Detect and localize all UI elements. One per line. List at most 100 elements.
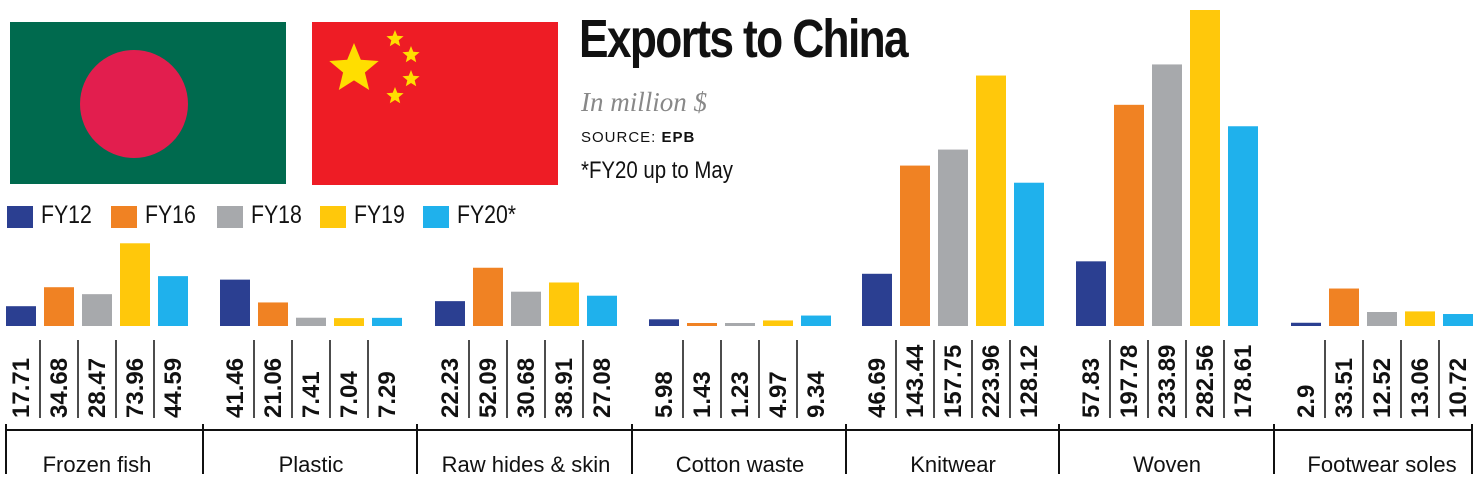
data-label: 10.72 <box>1445 358 1472 418</box>
bar <box>296 317 326 326</box>
footnote: *FY20 up to May <box>581 157 733 184</box>
data-label: 73.96 <box>122 358 149 418</box>
bar <box>1014 182 1044 326</box>
bar <box>258 302 288 326</box>
data-label: 7.29 <box>374 371 401 418</box>
data-label: 143.44 <box>902 344 929 418</box>
small-star <box>402 46 420 63</box>
bar <box>334 318 364 326</box>
category-label: Frozen fish <box>43 452 152 477</box>
data-label: 21.06 <box>260 358 287 418</box>
data-label: 157.75 <box>940 345 967 418</box>
bar <box>435 301 465 326</box>
bar <box>587 295 617 326</box>
data-label: 5.98 <box>651 371 678 418</box>
bar <box>473 267 503 326</box>
legend-label: FY20* <box>457 201 517 229</box>
bar <box>120 243 150 326</box>
data-label: 7.41 <box>298 371 325 418</box>
data-label: 17.71 <box>8 358 35 418</box>
legend-swatch <box>423 206 449 228</box>
legend-swatch <box>217 206 243 228</box>
bar <box>220 279 250 326</box>
category-label: Woven <box>1133 452 1201 477</box>
bar <box>44 287 74 326</box>
bar <box>801 315 831 326</box>
bar <box>1405 311 1435 326</box>
data-label: 7.04 <box>336 371 363 418</box>
data-label: 38.91 <box>551 358 578 418</box>
china-flag-stars <box>329 30 420 104</box>
data-label: 30.68 <box>513 358 540 418</box>
source-note: SOURCE: EPB <box>581 129 695 146</box>
bar <box>900 165 930 326</box>
data-label: 2.9 <box>1293 385 1320 418</box>
bar <box>1114 104 1144 327</box>
bar <box>1076 261 1106 326</box>
data-label: 1.23 <box>727 371 754 418</box>
bar <box>1443 314 1473 326</box>
data-label: 28.47 <box>84 358 111 418</box>
data-label: 9.34 <box>803 371 830 418</box>
data-label: 41.46 <box>222 358 249 418</box>
chart-subtitle: In million $ <box>581 87 707 117</box>
data-label: 34.68 <box>46 358 73 418</box>
bar <box>82 294 112 326</box>
data-label: 197.78 <box>1116 345 1143 418</box>
bar <box>1228 126 1258 326</box>
bar <box>938 149 968 326</box>
data-label: 178.61 <box>1230 345 1257 418</box>
legend-swatch <box>7 206 33 228</box>
data-label: 22.23 <box>437 358 464 418</box>
legend-label: FY19 <box>354 201 405 229</box>
small-star <box>386 30 404 47</box>
flag-red-disc <box>80 50 188 158</box>
bar <box>158 276 188 326</box>
category-label: Cotton waste <box>676 452 804 477</box>
data-label: 33.51 <box>1331 358 1358 418</box>
data-label: 4.97 <box>765 371 792 418</box>
data-label: 282.56 <box>1192 345 1219 418</box>
bar <box>763 320 793 326</box>
chart-title: Exports to China <box>579 9 909 69</box>
bar <box>725 323 755 326</box>
legend-label: FY12 <box>41 201 92 229</box>
data-label: 46.69 <box>864 358 891 418</box>
data-label: 44.59 <box>160 358 187 418</box>
bar <box>649 319 679 326</box>
bar <box>1152 64 1182 326</box>
bar <box>549 282 579 326</box>
legend-swatch <box>320 206 346 228</box>
china-flag <box>312 22 558 185</box>
category-label: Plastic <box>279 452 344 477</box>
big-star <box>329 43 379 90</box>
source-value: EPB <box>661 129 696 146</box>
data-label: 223.96 <box>978 345 1005 418</box>
bar <box>976 75 1006 326</box>
data-label: 12.52 <box>1369 358 1396 418</box>
bar <box>6 306 36 326</box>
bar <box>1367 311 1397 326</box>
bar <box>862 273 892 326</box>
bar <box>687 323 717 326</box>
bar <box>372 317 402 326</box>
data-label: 13.06 <box>1407 358 1434 418</box>
data-label: 1.43 <box>689 371 716 418</box>
legend-label: FY18 <box>251 201 302 229</box>
bar <box>511 291 541 326</box>
data-label: 52.09 <box>475 358 502 418</box>
data-label: 27.08 <box>589 358 616 418</box>
bar <box>1329 288 1359 326</box>
source-label: SOURCE: <box>581 129 657 146</box>
data-label: 128.12 <box>1016 345 1043 418</box>
data-label: 57.83 <box>1078 358 1105 418</box>
legend-swatch <box>111 206 137 228</box>
bar <box>1291 322 1321 326</box>
bar <box>1190 10 1220 326</box>
small-star <box>386 87 404 104</box>
category-label: Raw hides & skin <box>442 452 611 477</box>
bangladesh-flag <box>10 22 286 184</box>
category-label: Knitwear <box>910 452 996 477</box>
